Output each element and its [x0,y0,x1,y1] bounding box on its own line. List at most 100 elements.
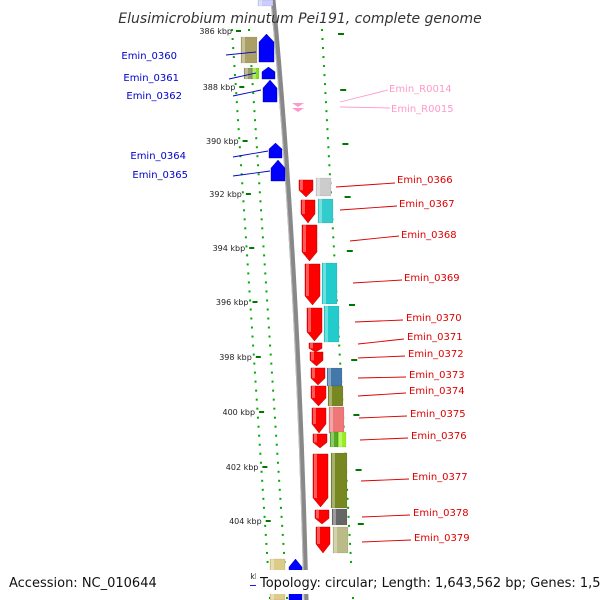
ring-dot [234,74,237,77]
ring-dot [265,551,268,554]
tick-label: 390 kbp [206,137,239,146]
ring-dot [278,479,281,482]
ring-dot [244,227,247,230]
ring-dot [277,470,280,473]
ring-dot [254,119,257,122]
ring-dot [262,506,265,509]
ring-dot [252,353,255,356]
ring-dot [258,191,261,194]
label-leader [232,150,269,158]
gene-reverse-arrow [315,526,331,554]
gene-reverse-arrow-shine [316,510,319,519]
ring-dot [263,515,266,518]
tick-label: 386 kbp [199,27,232,36]
cog-block-shine [325,306,328,342]
map-title: Elusimicrobium minutum Pei191, complete … [118,11,481,27]
cog-block [321,262,338,305]
ring-dot [259,452,262,455]
ring-dot [238,146,241,149]
tick-mark-right [351,359,358,361]
ring-dot [322,56,325,59]
tick-label: 402 kbp [226,463,259,472]
left-gene-label: Emin_0361 [123,73,179,84]
ring-dot [282,542,285,545]
cog-block-shine [329,386,332,406]
gene-forward-arrow [261,66,276,80]
gene-forward-arrow [258,33,275,63]
right-gene-label: Emin_0369 [404,273,460,284]
ring-dot [262,245,265,248]
ring-dot [328,164,331,167]
gene-reverse-arrow-shine [311,352,314,361]
label-leader [225,51,257,56]
label-leader [357,338,405,345]
tick-label: 400 kbp [222,408,255,417]
ring-dot [321,29,323,31]
ring-dot [252,92,255,95]
right-gene-label: Emin_0378 [413,508,469,519]
ring-dot [252,101,255,104]
ring-dot [333,254,336,257]
ring-dot [279,506,282,509]
ring-dot [232,56,235,59]
right-gene-label: Emin_0366 [397,175,453,186]
ring-dot [327,155,330,158]
gene-reverse-arrow-shine [313,408,316,424]
gene-reverse-arrow [314,509,330,525]
right-gene-label: Emin_0373 [409,370,465,381]
cog-block [331,508,348,526]
ring-dot [248,29,250,31]
label-leader [339,106,391,109]
left-gene-label: Emin_0364 [130,151,186,162]
ring-dot [240,173,243,176]
ring-dot [254,380,257,383]
gene-block-top [257,0,274,7]
ring-dot [255,146,258,149]
ring-dot [263,254,266,257]
ring-dot [244,236,247,239]
ring-dot [246,254,249,257]
gene-reverse-arrow-shine [302,200,305,214]
gene-reverse-arrow-shine [314,434,317,443]
cog-block-shine [330,407,333,433]
tick-mark [252,301,258,303]
cog-block-shine [333,509,336,525]
right-gene-label: Emin_0374 [409,386,465,397]
ring-dot [352,597,354,599]
ring-dot [249,308,252,311]
ring-dot [234,83,237,86]
ring-dot [238,137,241,140]
ring-dot [241,182,244,185]
tick-mark [249,247,255,249]
tick-mark-right [344,196,351,198]
ring-dot [328,173,331,176]
ring-dot [325,119,328,122]
ring-dot [241,191,244,194]
ring-dot [279,497,282,500]
ring-dot [257,173,260,176]
ring-inner-left [231,29,271,599]
ring-dot [259,200,262,203]
backbone-highlight [270,0,305,600]
ring-dot [262,497,265,500]
gene-reverse-arrow [310,385,327,407]
cog-block [332,526,349,554]
ring-dot [240,164,243,167]
ring-dot [350,560,353,563]
cog-block-shine [319,199,322,223]
tick-marks: 386 kbp 388 kbp 390 kbp 392 kbp 394 kbp 396 k… [199,27,366,581]
rna-chevron [292,103,304,107]
tick-label: 394 kbp [213,244,246,253]
ring-dot [255,389,258,392]
cog-block-shine [332,453,335,508]
ring-dot [267,326,270,329]
right-gene-label: Emin_0375 [410,409,466,420]
ring-dot [265,290,268,293]
ring-dot [348,533,351,536]
summary-text: Topology: circular; Length: 1,643,562 bp… [259,576,600,591]
ring-dot [286,597,288,599]
gene-reverse-arrow-shine [308,308,311,332]
label-leader [357,355,406,359]
ring-dot [270,362,273,365]
